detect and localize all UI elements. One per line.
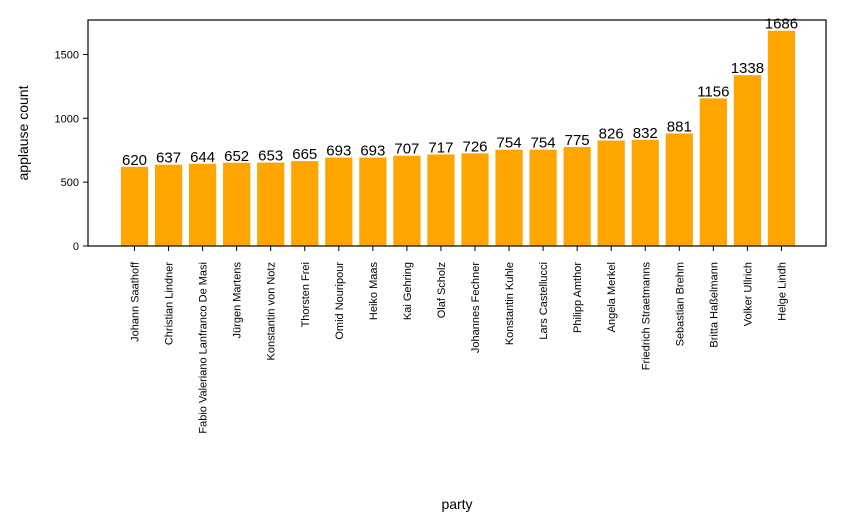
bar xyxy=(563,147,591,246)
x-axis-label: party xyxy=(441,496,472,512)
bar xyxy=(427,154,455,246)
x-tick-label: Thorsten Frei xyxy=(300,262,312,327)
x-tick-label: Heiko Maas xyxy=(368,262,380,321)
data-label: 1686 xyxy=(765,16,798,33)
bar xyxy=(631,139,659,246)
x-tick-label: Volker Ullrich xyxy=(742,262,754,326)
bar xyxy=(223,162,251,246)
x-tick-label: Konstantin Kuhle xyxy=(504,262,516,345)
x-tick-label: Christian Lindner xyxy=(164,262,176,345)
bar xyxy=(291,161,319,246)
data-label: 693 xyxy=(360,143,385,160)
y-tick-label: 1500 xyxy=(55,49,79,61)
data-label: 693 xyxy=(326,143,351,160)
bar xyxy=(359,157,387,246)
bar xyxy=(699,98,727,247)
x-tick-label: Sebastian Brehm xyxy=(674,262,686,346)
bar xyxy=(767,30,796,247)
data-label: 775 xyxy=(565,132,590,149)
bar xyxy=(257,162,285,246)
data-label: 665 xyxy=(292,146,317,163)
bar xyxy=(189,163,217,246)
bar xyxy=(597,140,625,246)
x-tick-label: Olaf Scholz xyxy=(436,262,448,318)
data-label: 826 xyxy=(599,126,624,143)
bar xyxy=(393,155,421,246)
x-tick-label: Philipp Amthor xyxy=(572,262,584,333)
y-axis-ticks: 0 500 1000 1500 xyxy=(55,49,88,253)
data-label: 653 xyxy=(258,148,283,165)
x-tick-label: Omid Nouripour xyxy=(334,262,346,340)
data-label: 707 xyxy=(394,141,419,158)
y-tick-label: 0 xyxy=(73,241,79,253)
bar xyxy=(665,133,693,246)
bar xyxy=(120,166,149,246)
x-tick-label: Konstantin von Notz xyxy=(266,262,278,360)
x-tick-label: Helge Lindh xyxy=(776,262,788,321)
y-tick-label: 500 xyxy=(61,177,79,189)
y-axis-label: applause count xyxy=(15,85,31,180)
data-label: 644 xyxy=(190,149,215,166)
x-tick-label: Friedrich Straetmanns xyxy=(640,262,652,371)
bar xyxy=(325,157,353,246)
bar-group xyxy=(120,30,796,247)
x-tick-label: Angela Merkel xyxy=(606,262,618,332)
bar xyxy=(733,75,761,246)
data-label: 832 xyxy=(633,125,658,142)
data-label: 717 xyxy=(428,139,453,156)
x-axis-ticks: Johann Saathoff Christian Lindner Fabio Va… xyxy=(130,246,788,434)
data-label: 620 xyxy=(122,152,147,169)
x-tick-label: Britta Haßelmann xyxy=(708,262,720,348)
y-tick-label: 1000 xyxy=(55,113,79,125)
x-tick-label: Fabio Valeriano Lanfranco De Masi xyxy=(198,262,210,434)
data-label: 726 xyxy=(462,138,487,155)
data-label: 754 xyxy=(497,135,522,152)
plot-frame xyxy=(87,19,827,247)
x-tick-label: Kai Gehring xyxy=(402,262,414,320)
bar xyxy=(529,149,557,246)
data-label: 637 xyxy=(156,150,181,167)
bar xyxy=(495,149,523,246)
data-label: 1156 xyxy=(697,83,729,100)
bar xyxy=(154,164,183,246)
x-tick-label: Johann Saathoff xyxy=(130,261,142,342)
x-tick-label: Jürgen Martens xyxy=(232,262,244,339)
data-label: 1338 xyxy=(731,60,764,77)
data-label: 754 xyxy=(531,135,556,152)
x-tick-label: Johannes Fechner xyxy=(470,262,482,353)
x-tick-label: Lars Castellucci xyxy=(538,262,550,340)
data-label: 652 xyxy=(224,148,249,165)
data-label: 881 xyxy=(667,119,692,136)
bar xyxy=(461,153,489,246)
data-label-group: 620 637 644 652 653 665 693 693 707 717 726 754 754 7… xyxy=(122,16,798,169)
